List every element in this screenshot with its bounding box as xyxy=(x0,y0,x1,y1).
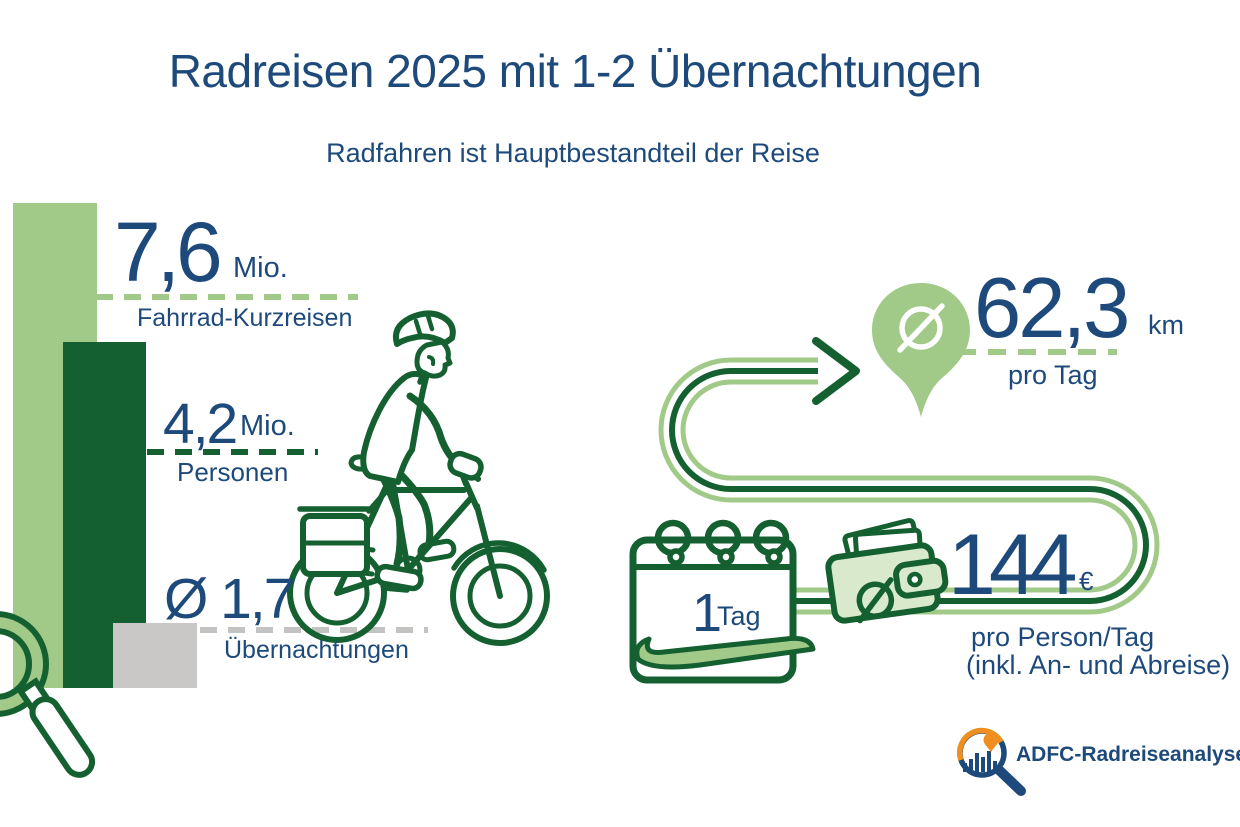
logo-bar-chart xyxy=(963,751,997,772)
label-personen: Personen xyxy=(177,457,289,487)
logo-magnifier-icon xyxy=(956,727,1026,796)
front-mudguard xyxy=(451,540,547,573)
value-uebernachtungen: Ø 1,7 xyxy=(164,567,295,631)
value-duration: 1 xyxy=(692,583,723,643)
label-uebernachtungen: Übernachtungen xyxy=(224,636,409,664)
helmet xyxy=(392,310,456,347)
bar-chart xyxy=(13,203,197,688)
magnifying-glass-icon xyxy=(0,611,96,778)
unit-personen: Mio. xyxy=(240,410,295,442)
page-title: Radreisen 2025 mit 1-2 Übernachtungen xyxy=(168,45,982,97)
unit-duration: Tag xyxy=(717,601,761,631)
value-personen: 4,2 xyxy=(163,392,238,456)
value-cost: 144 xyxy=(948,517,1077,613)
page-curl xyxy=(634,636,816,670)
label-cost-line2: (inkl. An- und Abreise) xyxy=(966,650,1231,680)
label-cost-line1: pro Person/Tag xyxy=(971,622,1155,652)
page-subtitle: Radfahren ist Hauptbestandteil der Reise xyxy=(326,138,820,168)
label-distance: pro Tag xyxy=(1008,360,1098,390)
rider-torso xyxy=(360,370,429,485)
label-kurzreisen: Fahrrad-Kurzreisen xyxy=(137,304,353,332)
value-kurzreisen: 7,6 xyxy=(114,205,223,299)
route-arrow-icon xyxy=(812,337,860,405)
route-line xyxy=(658,337,1160,615)
wallet-icon xyxy=(825,517,949,624)
spiral-rings xyxy=(654,519,790,566)
logo-pin-icon xyxy=(983,733,999,753)
cyclist-line-illustration xyxy=(287,310,550,646)
logo-text: ADFC-Radreiseanalyse xyxy=(1016,743,1240,766)
unit-kurzreisen: Mio. xyxy=(233,252,288,284)
value-distance: 62,3 xyxy=(974,261,1130,356)
bar-uebernachtungen xyxy=(113,623,197,688)
location-pin-icon xyxy=(872,283,970,417)
calendar-icon xyxy=(629,519,816,684)
front-wheel xyxy=(450,546,550,646)
unit-distance: km xyxy=(1148,310,1184,340)
average-symbol xyxy=(856,577,895,624)
average-symbol xyxy=(897,303,945,353)
unit-cost: € xyxy=(1079,566,1094,596)
